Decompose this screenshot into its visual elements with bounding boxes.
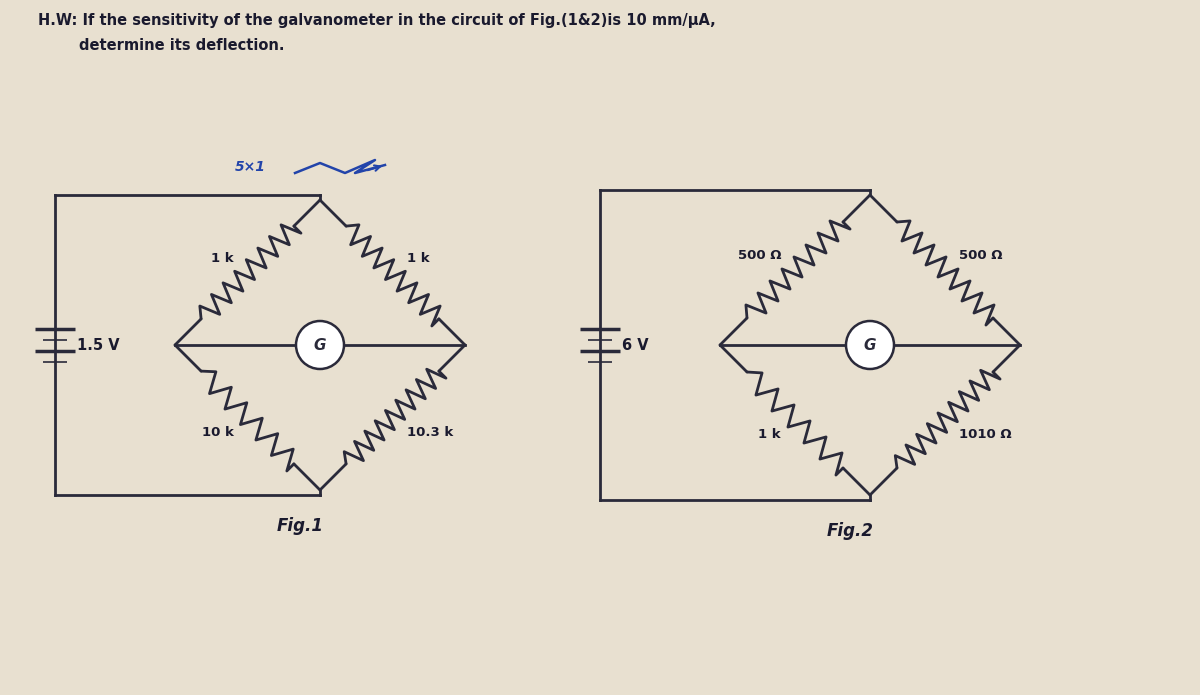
Text: G: G [313,338,326,352]
Text: 5×1: 5×1 [235,160,266,174]
Text: Fig.2: Fig.2 [827,522,874,540]
Text: Fig.1: Fig.1 [276,517,324,535]
Text: 1.5 V: 1.5 V [77,338,120,352]
Text: 6 V: 6 V [622,338,649,352]
Text: 10.3 k: 10.3 k [407,425,452,439]
Text: 1 k: 1 k [211,252,234,265]
Circle shape [296,321,344,369]
Text: H.W: If the sensitivity of the galvanometer in the circuit of Fig.(1&2)is 10 mm/: H.W: If the sensitivity of the galvanome… [38,13,715,28]
Text: 500 Ω: 500 Ω [738,249,781,262]
Text: determine its deflection.: determine its deflection. [38,38,284,53]
Text: 1010 Ω: 1010 Ω [959,428,1012,441]
Text: 1 k: 1 k [407,252,430,265]
Text: G: G [864,338,876,352]
Text: 500 Ω: 500 Ω [959,249,1002,262]
Circle shape [846,321,894,369]
Text: 10 k: 10 k [202,425,234,439]
Text: 1 k: 1 k [758,428,781,441]
